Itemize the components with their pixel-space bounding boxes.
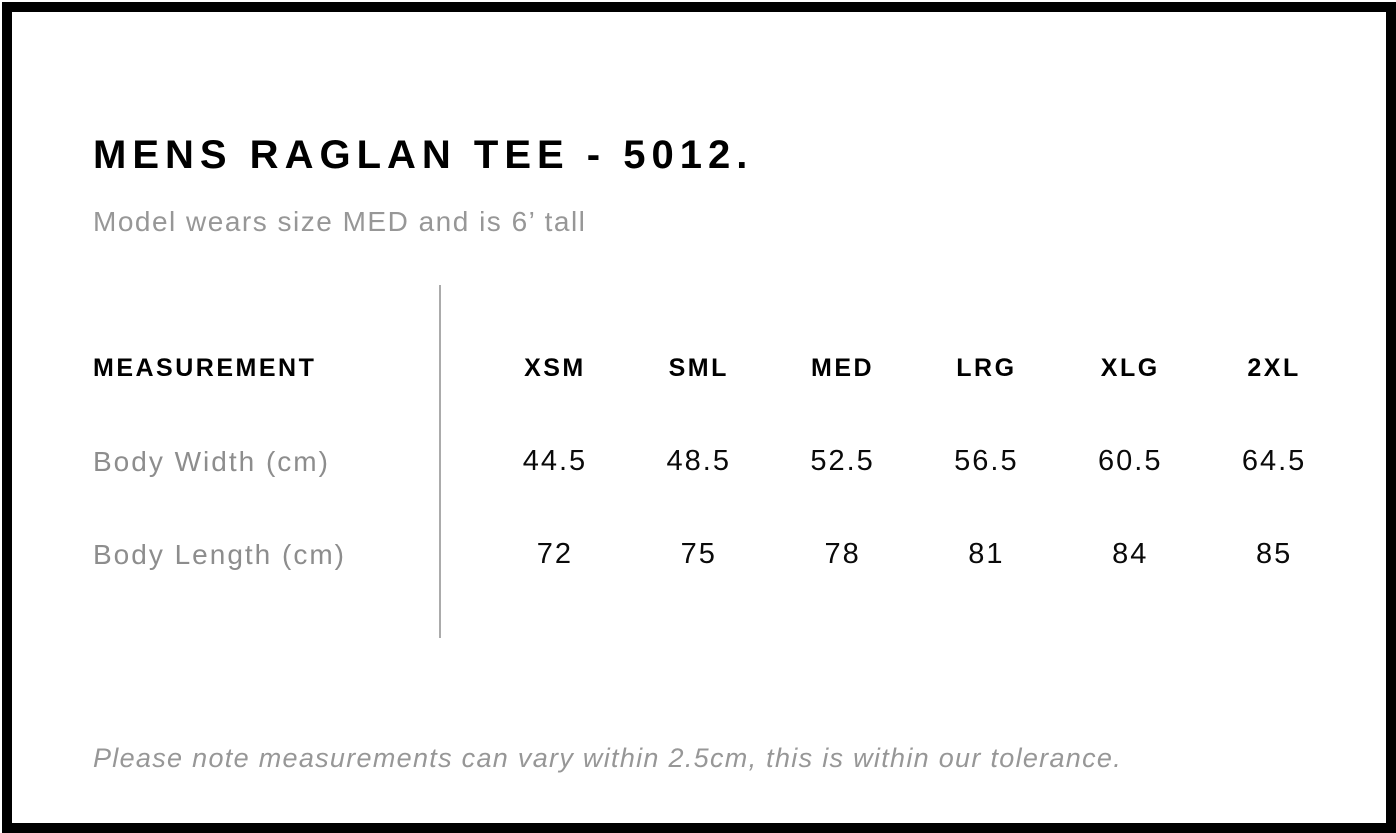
body-width-xsm-value: 44.5: [522, 445, 588, 477]
body-length-2xl-value: 85: [1255, 538, 1293, 570]
body-width-lrg-value: 56.5: [954, 445, 1019, 477]
measurement-column-header: MEASUREMENT: [93, 354, 317, 382]
row-label-body-width: Body Width (cm): [93, 445, 330, 477]
page-title: MENS RAGLAN TEE - 5012.: [93, 132, 754, 177]
size-column-header-lrg: LRG: [956, 354, 1017, 382]
size-column-header-med: MED: [811, 354, 875, 382]
body-width-sml-value: 48.5: [666, 445, 731, 477]
body-length-med-value: 78: [824, 538, 861, 570]
size-column-header-sml: SML: [668, 354, 729, 382]
row-label-body-length: Body Length (cm): [93, 538, 346, 570]
table-divider-line: [439, 285, 441, 638]
body-width-xlg-value: 60.5: [1098, 445, 1163, 477]
size-column-header-xlg: XLG: [1100, 354, 1160, 382]
body-length-xlg-value: 84: [1112, 538, 1149, 570]
body-length-sml-value: 75: [680, 538, 717, 570]
size-column-header-xsm: XSM: [524, 354, 586, 382]
model-size-subtitle: Model wears size MED and is 6’ tall: [93, 206, 587, 237]
body-width-2xl-value: 64.5: [1241, 445, 1307, 477]
body-length-lrg-value: 81: [968, 538, 1005, 570]
size-table: MEASUREMENT XSM SML MED LRG XLG 2XL Body…: [93, 322, 1346, 601]
size-column-header-2xl: 2XL: [1247, 354, 1301, 382]
body-length-xsm-value: 72: [536, 538, 574, 570]
body-width-med-value: 52.5: [810, 445, 875, 477]
tolerance-note: Please note measurements can vary within…: [93, 743, 1123, 773]
